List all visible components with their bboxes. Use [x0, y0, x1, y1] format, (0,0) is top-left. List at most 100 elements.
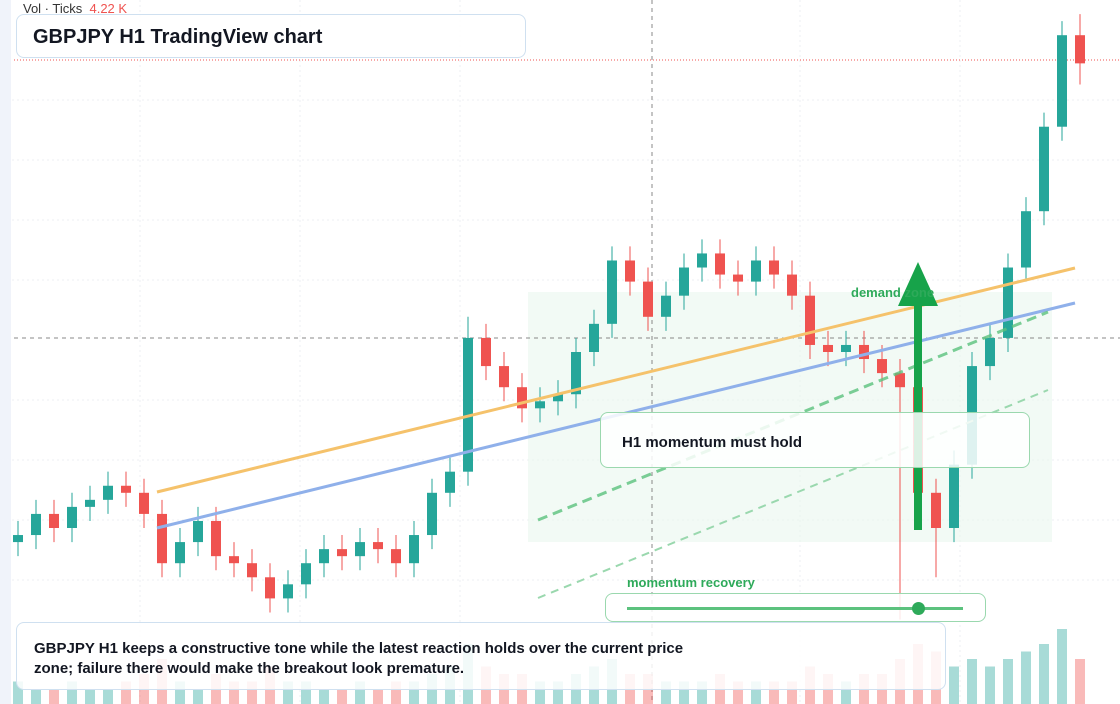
candle-body: [229, 556, 239, 564]
candle-body: [877, 359, 887, 374]
candle-body: [1057, 35, 1067, 127]
candle-layer: [13, 14, 1085, 620]
candle-body: [13, 535, 23, 543]
candle-body: [355, 542, 365, 557]
volume-bar: [319, 689, 329, 704]
volume-bar: [769, 681, 779, 704]
volume-bar: [409, 681, 419, 704]
candle-body: [373, 542, 383, 550]
volume-bar: [679, 681, 689, 704]
volume-bar: [85, 689, 95, 704]
slider-knob[interactable]: [912, 602, 925, 615]
candle-body: [535, 401, 545, 409]
volume-bar: [535, 681, 545, 704]
candle-body: [625, 260, 635, 282]
candle-body: [859, 344, 869, 360]
volume-bar: [31, 689, 41, 704]
caption-box: GBPJPY H1 keeps a constructive tone whil…: [16, 622, 946, 690]
candle-body: [319, 549, 329, 564]
volume-bar: [787, 681, 797, 704]
zone-label: demand zone: [851, 285, 935, 300]
candle-body: [751, 260, 761, 282]
volume-bar: [103, 689, 113, 704]
candle-body: [427, 492, 437, 536]
slider-box: [605, 593, 986, 622]
candle-body: [1075, 35, 1085, 64]
candle-body: [769, 260, 779, 275]
volume-bar: [697, 681, 707, 704]
candle-body: [1039, 126, 1049, 212]
volume-bar: [193, 689, 203, 704]
volume-bar: [1057, 629, 1067, 704]
candle-body: [823, 344, 833, 352]
candle-body: [697, 253, 707, 268]
candle-body: [67, 506, 77, 528]
candle-body: [139, 492, 149, 514]
volume-bar: [985, 666, 995, 704]
candle-body: [391, 549, 401, 564]
title: GBPJPY H1 TradingView chart: [33, 26, 323, 48]
volume-bar: [733, 681, 743, 704]
title-box: GBPJPY H1 TradingView chart: [16, 14, 526, 58]
volume-bar: [49, 689, 59, 704]
volume-bar: [67, 681, 77, 704]
candle-body: [481, 337, 491, 367]
candle-body: [445, 471, 455, 493]
volume-bar: [121, 681, 131, 704]
dashed-channel-low: [537, 389, 1049, 599]
volume-bar: [391, 681, 401, 704]
candle-body: [1021, 211, 1031, 268]
slider-track: [627, 607, 963, 610]
candle-body: [499, 366, 509, 388]
candle-body: [571, 352, 581, 395]
candle-body: [175, 542, 185, 564]
volume-bar: [13, 681, 23, 704]
candle-body: [787, 274, 797, 296]
candle-body: [463, 337, 473, 472]
candle-body: [265, 577, 275, 599]
vol-value: 4.22 K: [89, 1, 128, 16]
volume-bar: [301, 681, 311, 704]
candle-body: [121, 485, 131, 493]
hold-box: H1 momentum must hold: [600, 412, 1030, 468]
candle-body: [157, 513, 167, 564]
candle-body: [643, 281, 653, 317]
volume-bar: [355, 681, 365, 704]
recovery-label: momentum recovery: [627, 575, 755, 590]
volume-bar: [553, 681, 563, 704]
candle-body: [553, 394, 563, 402]
candle-body: [283, 584, 293, 599]
candle-body: [679, 267, 689, 296]
candle-body: [589, 323, 599, 352]
volume-bar: [967, 659, 977, 704]
candle-body: [1003, 267, 1013, 338]
volume-bar: [1003, 659, 1013, 704]
volume-bar: [1075, 659, 1085, 704]
candle-body: [517, 387, 527, 409]
candle-body: [337, 549, 347, 557]
vol-label: Vol · Ticks 4.22 K: [23, 1, 127, 16]
candle-body: [949, 464, 959, 528]
candle-body: [607, 260, 617, 324]
candle-body: [103, 485, 113, 500]
volume-bar: [283, 681, 293, 704]
candle-body: [49, 513, 59, 528]
candle-body: [895, 373, 905, 388]
vol-text: Vol · Ticks: [23, 1, 83, 16]
volume-bar: [229, 681, 239, 704]
volume-bar: [1039, 644, 1049, 704]
candle-body: [715, 253, 725, 275]
candle-body: [211, 520, 221, 557]
volume-bar: [373, 689, 383, 704]
candle-body: [661, 295, 671, 317]
volume-bar: [751, 681, 761, 704]
candle-body: [733, 274, 743, 282]
arrow-head: [898, 262, 938, 306]
volume-bar: [175, 681, 185, 704]
caption: GBPJPY H1 keeps a constructive tone whil…: [34, 640, 684, 677]
candle-body: [31, 513, 41, 536]
candle-body: [805, 295, 815, 345]
candle-body: [985, 337, 995, 367]
volume-bar: [1021, 651, 1031, 704]
candle-body: [193, 520, 203, 543]
